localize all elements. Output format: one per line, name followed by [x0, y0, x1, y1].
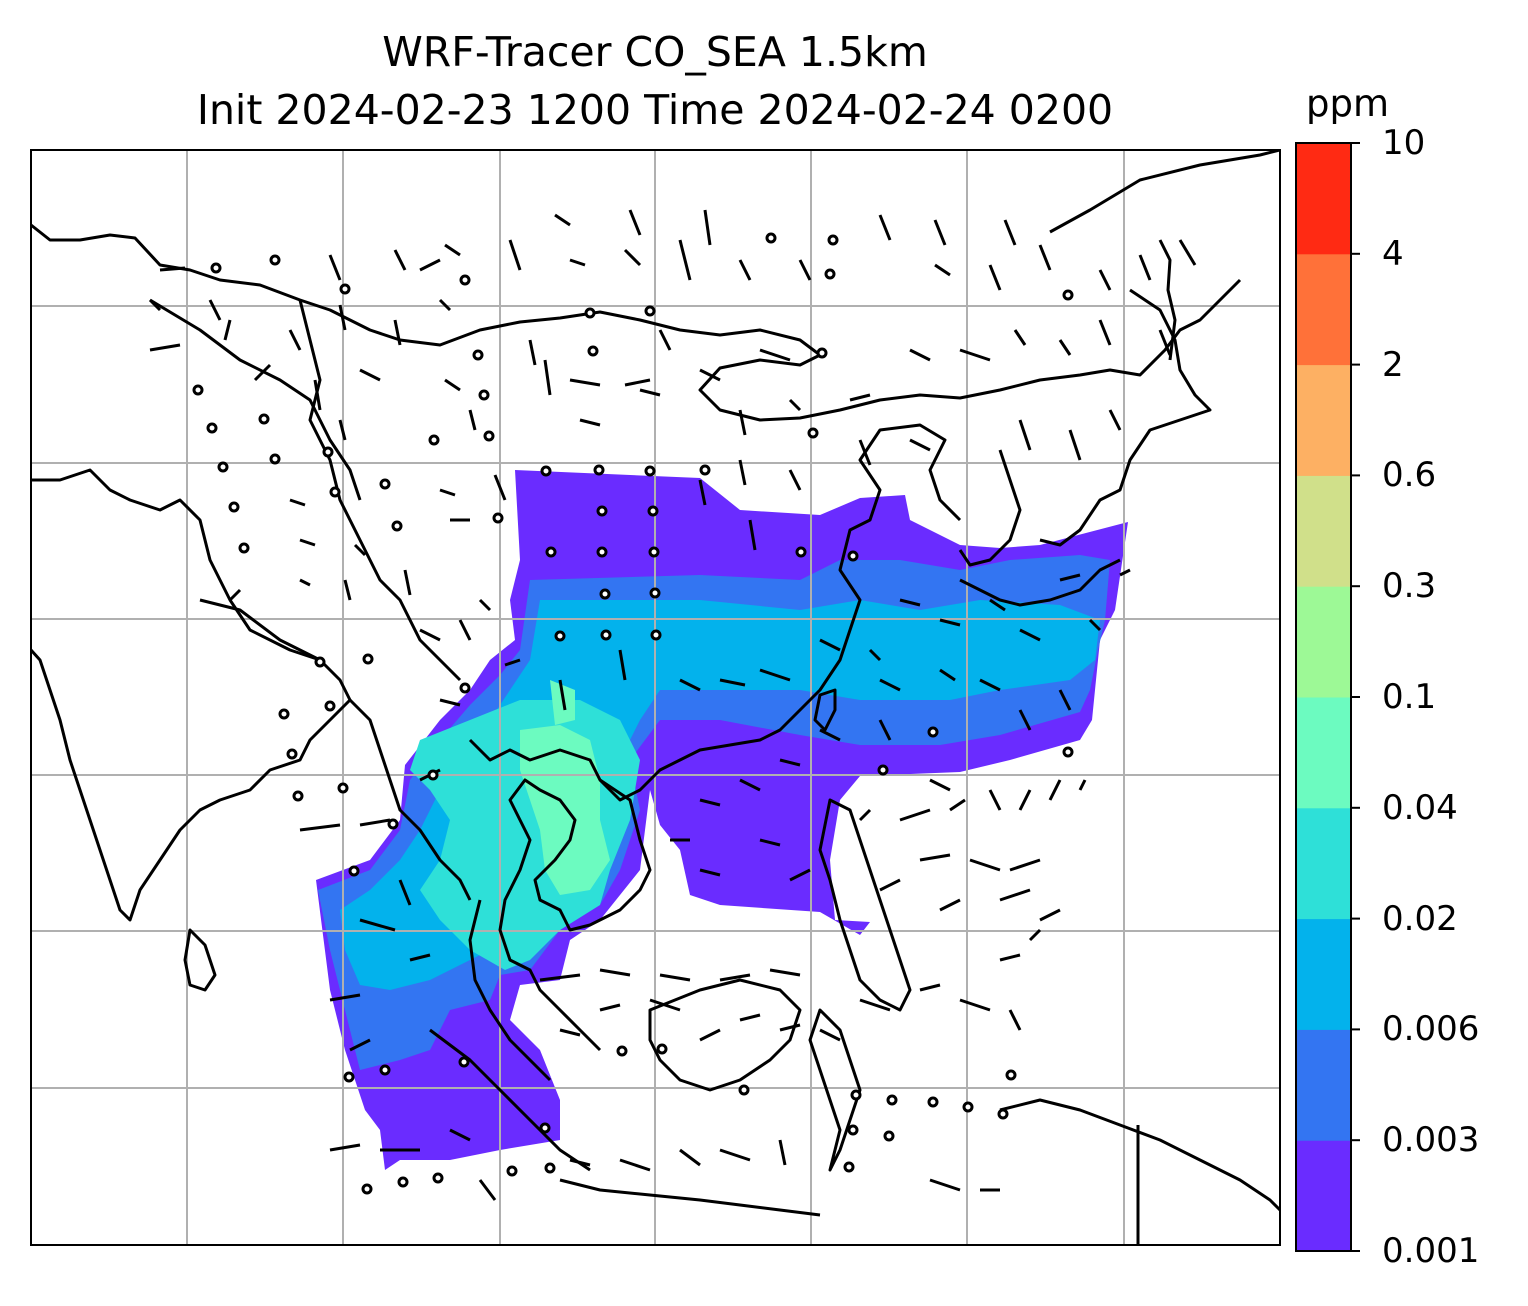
coastline-myanmar — [348, 698, 472, 901]
tracer-plume — [316, 470, 1128, 1170]
coastline-north-asia — [31, 223, 1242, 422]
coastline-philippines — [818, 798, 912, 1012]
coastline-china-east — [468, 423, 962, 802]
coastline-sulawesi — [808, 1008, 862, 1172]
coastline-india — [31, 468, 352, 922]
colorbar-segment — [1296, 1029, 1351, 1141]
coastline-northeast — [1049, 150, 1280, 234]
map-title-line-2: Init 2024-02-23 1200 Time 2024-02-24 020… — [196, 86, 1114, 134]
colorbar-segment — [1296, 475, 1351, 587]
colorbar-segment — [1296, 143, 1351, 255]
colorbar-tick-label: 4 — [1382, 233, 1404, 274]
colorbar-segment — [1296, 918, 1351, 1030]
colorbar-segment — [1296, 807, 1351, 920]
colorbar-tick-label: 0.003 — [1382, 1120, 1480, 1161]
coastline-sri-lanka — [183, 928, 217, 992]
border-asia-1 — [149, 298, 362, 501]
colorbar-segment — [1296, 1140, 1351, 1252]
border-asia-3 — [199, 598, 321, 662]
colorbar-segment — [1296, 586, 1351, 698]
coastline-taiwan — [813, 688, 837, 732]
colorbar-tick-label: 0.02 — [1382, 898, 1458, 939]
colorbar — [1296, 142, 1360, 1252]
plume-level-4 — [520, 725, 610, 895]
coastline-sakhalin — [1158, 239, 1177, 361]
border-asia-2 — [298, 299, 462, 682]
map-frame — [30, 149, 1281, 1246]
colorbar-tick-label: 0.6 — [1382, 455, 1437, 496]
colorbar-tick-label: 2 — [1382, 344, 1404, 385]
coastline-japan — [959, 558, 1121, 607]
colorbar-unit-label: ppm — [1306, 82, 1390, 125]
colorbar-tick-label: 0.001 — [1382, 1231, 1480, 1271]
coastline-sumatra — [429, 1028, 591, 1172]
calm-circles — [192, 232, 1074, 1195]
coastline-far-east — [1039, 288, 1212, 547]
colorbar-tick-label: 0.1 — [1382, 677, 1437, 717]
coastline-korea — [958, 449, 1022, 567]
colorbar-segment — [1296, 253, 1351, 366]
coastlines — [31, 150, 1280, 1245]
colorbar-tick-label: 0.006 — [1382, 1009, 1480, 1050]
colorbar-tick-label: 10 — [1382, 123, 1426, 163]
colorbar-segment — [1296, 364, 1351, 476]
colorbar-frame — [1295, 142, 1352, 1252]
coastline-malay — [468, 899, 552, 1082]
colorbar-tick-label: 0.04 — [1382, 787, 1458, 828]
coastline-borneo — [648, 978, 802, 1092]
coastline-new-guinea — [999, 1098, 1280, 1212]
wind-barbs — [148, 209, 1197, 1201]
coastline-indochina — [498, 778, 652, 1052]
coastline-java — [559, 1178, 821, 1217]
map-title-line-1: WRF-Tracer CO_SEA 1.5km — [382, 28, 928, 76]
colorbar-segment — [1296, 697, 1351, 809]
colorbar-tick-label: 0.3 — [1382, 566, 1437, 607]
